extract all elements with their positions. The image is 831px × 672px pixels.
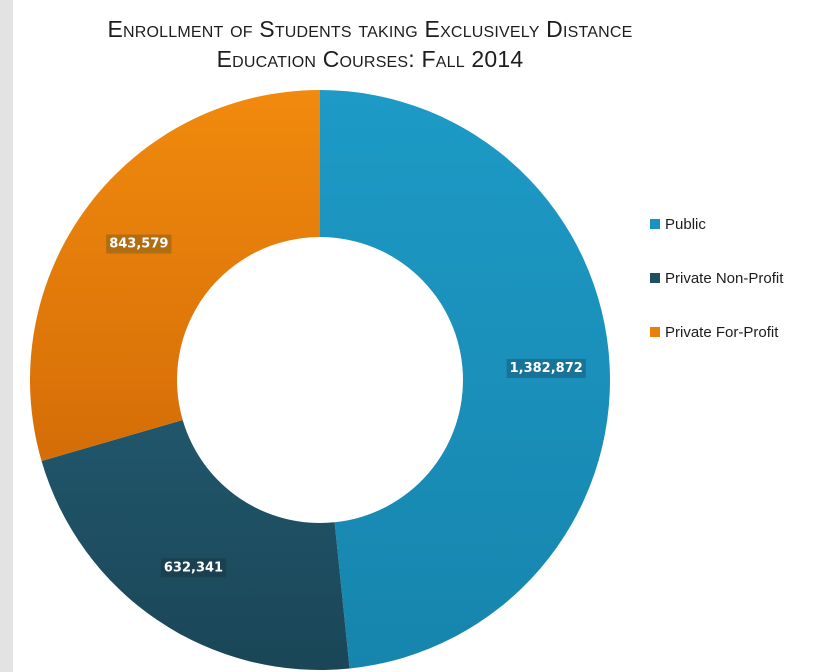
chart-title-line-2: Education Courses: Fall 2014 [216,46,524,72]
legend-item-public: Public [650,214,783,234]
data-label-private-non-profit: 632,341 [164,560,223,575]
legend-swatch-public [650,219,660,229]
data-label-private-non-profit-group: 632,341 [160,558,227,578]
legend-label-private-non-profit: Private Non-Profit [665,269,784,287]
data-label-public-group: 1,382,872 [506,358,586,378]
data-label-private-for-profit-group: 843,579 [106,234,172,254]
slice-public [320,90,610,669]
data-label-public-background [506,358,586,378]
legend-swatch-private-for-profit [650,327,660,337]
data-label-private-for-profit-background [106,234,172,254]
legend-label-private-for-profit: Private For-Profit [665,323,779,341]
chart-title-line-1: Enrollment of Students taking Exclusivel… [107,16,633,42]
chart-title: Enrollment of Students taking Exclusivel… [20,14,720,74]
slice-private-non-profit [41,419,350,670]
chart-legend: Public Private Non-Profit Private For-Pr… [650,214,783,376]
legend-swatch-private-non-profit [650,273,660,283]
data-label-private-non-profit-background [160,558,227,578]
slice-private-for-profit [30,90,321,462]
legend-item-private-non-profit: Private Non-Profit [650,268,783,288]
data-label-private-for-profit: 843,579 [109,237,168,252]
left-border [0,0,13,672]
data-label-public: 1,382,872 [510,361,583,376]
legend-label-public: Public [665,215,706,233]
legend-item-private-for-profit: Private For-Profit [650,322,783,342]
